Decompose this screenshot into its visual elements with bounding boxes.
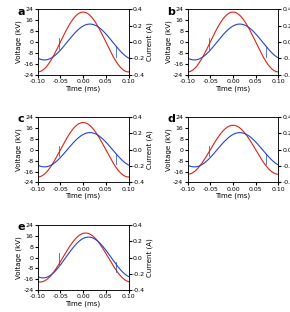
Y-axis label: Voltage (kV): Voltage (kV)	[15, 128, 22, 171]
X-axis label: Time (ms): Time (ms)	[66, 85, 101, 92]
Text: e: e	[18, 222, 25, 232]
Text: b: b	[168, 7, 175, 17]
Y-axis label: Voltage (kV): Voltage (kV)	[165, 128, 172, 171]
Text: a: a	[18, 7, 25, 17]
X-axis label: Time (ms): Time (ms)	[66, 301, 101, 307]
Y-axis label: Current (A): Current (A)	[146, 130, 153, 169]
X-axis label: Time (ms): Time (ms)	[215, 193, 251, 199]
Y-axis label: Current (A): Current (A)	[146, 23, 153, 61]
Y-axis label: Voltage (kV): Voltage (kV)	[15, 236, 22, 279]
Text: c: c	[18, 115, 24, 124]
X-axis label: Time (ms): Time (ms)	[215, 85, 251, 92]
X-axis label: Time (ms): Time (ms)	[66, 193, 101, 199]
Y-axis label: Current (A): Current (A)	[146, 238, 153, 277]
Text: d: d	[168, 115, 175, 124]
Y-axis label: Voltage (kV): Voltage (kV)	[165, 21, 172, 63]
Y-axis label: Voltage (kV): Voltage (kV)	[15, 21, 22, 63]
